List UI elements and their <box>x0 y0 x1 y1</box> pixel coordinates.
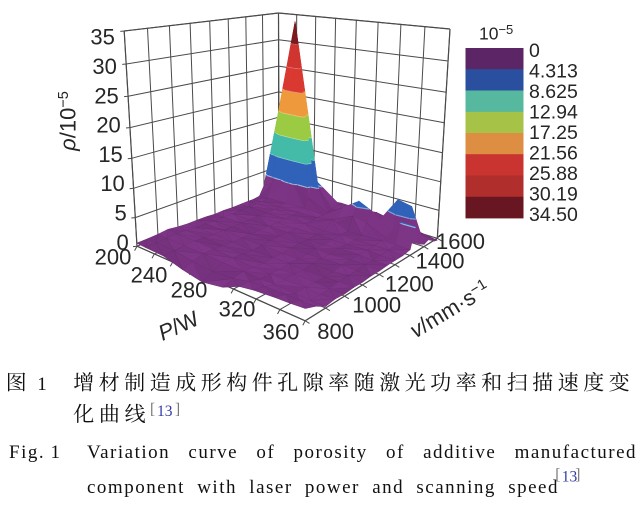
svg-text:5: 5 <box>114 201 126 226</box>
svg-text:35: 35 <box>90 25 114 50</box>
svg-text:17.25: 17.25 <box>529 122 578 144</box>
svg-text:21.56: 21.56 <box>529 143 578 165</box>
svg-text:1000: 1000 <box>352 293 401 318</box>
svg-text:4.313: 4.313 <box>529 61 578 83</box>
svg-text:of: of <box>386 442 405 463</box>
svg-text:Fig.: Fig. <box>9 442 45 463</box>
svg-text:1: 1 <box>51 442 61 463</box>
svg-text:10: 10 <box>100 171 124 196</box>
svg-text:13: 13 <box>562 469 578 486</box>
svg-text:power: power <box>305 477 360 498</box>
svg-text:1600: 1600 <box>436 229 485 254</box>
svg-text:laser: laser <box>249 477 292 498</box>
svg-text:1200: 1200 <box>385 271 434 296</box>
svg-text:280: 280 <box>171 278 208 303</box>
svg-text:1400: 1400 <box>416 249 465 274</box>
svg-text:12.94: 12.94 <box>529 102 578 124</box>
svg-text:]: ] <box>175 401 180 418</box>
svg-text:and: and <box>372 477 404 498</box>
svg-text:30: 30 <box>92 54 116 79</box>
svg-text:15: 15 <box>98 142 122 167</box>
svg-text:0: 0 <box>529 40 540 62</box>
svg-text:800: 800 <box>317 319 354 344</box>
svg-text:30.19: 30.19 <box>529 184 578 206</box>
svg-text:8.625: 8.625 <box>529 81 578 103</box>
svg-text:25: 25 <box>94 83 118 108</box>
svg-text:with: with <box>197 477 237 498</box>
svg-text:[: [ <box>150 401 155 418</box>
svg-text:[: [ <box>555 467 560 484</box>
svg-text:speed: speed <box>508 477 559 498</box>
svg-text:porosity: porosity <box>294 442 368 463</box>
svg-text:20: 20 <box>96 113 120 138</box>
svg-text:25.88: 25.88 <box>529 163 578 185</box>
svg-text:1: 1 <box>37 374 47 395</box>
svg-text:13: 13 <box>157 403 173 420</box>
svg-text:Variation: Variation <box>87 442 170 463</box>
svg-text:additive: additive <box>423 442 496 463</box>
svg-text:curve: curve <box>188 442 238 463</box>
svg-text:]: ] <box>575 467 580 484</box>
svg-text:manufactured: manufactured <box>515 442 637 463</box>
svg-text:of: of <box>256 442 275 463</box>
svg-text:component: component <box>87 477 185 498</box>
svg-text:360: 360 <box>263 320 300 345</box>
svg-text:scanning: scanning <box>416 477 496 498</box>
svg-text:0: 0 <box>116 230 128 255</box>
svg-text:240: 240 <box>131 263 168 288</box>
svg-text:200: 200 <box>95 245 132 270</box>
svg-text:320: 320 <box>219 297 256 322</box>
svg-text:34.50: 34.50 <box>529 204 578 226</box>
